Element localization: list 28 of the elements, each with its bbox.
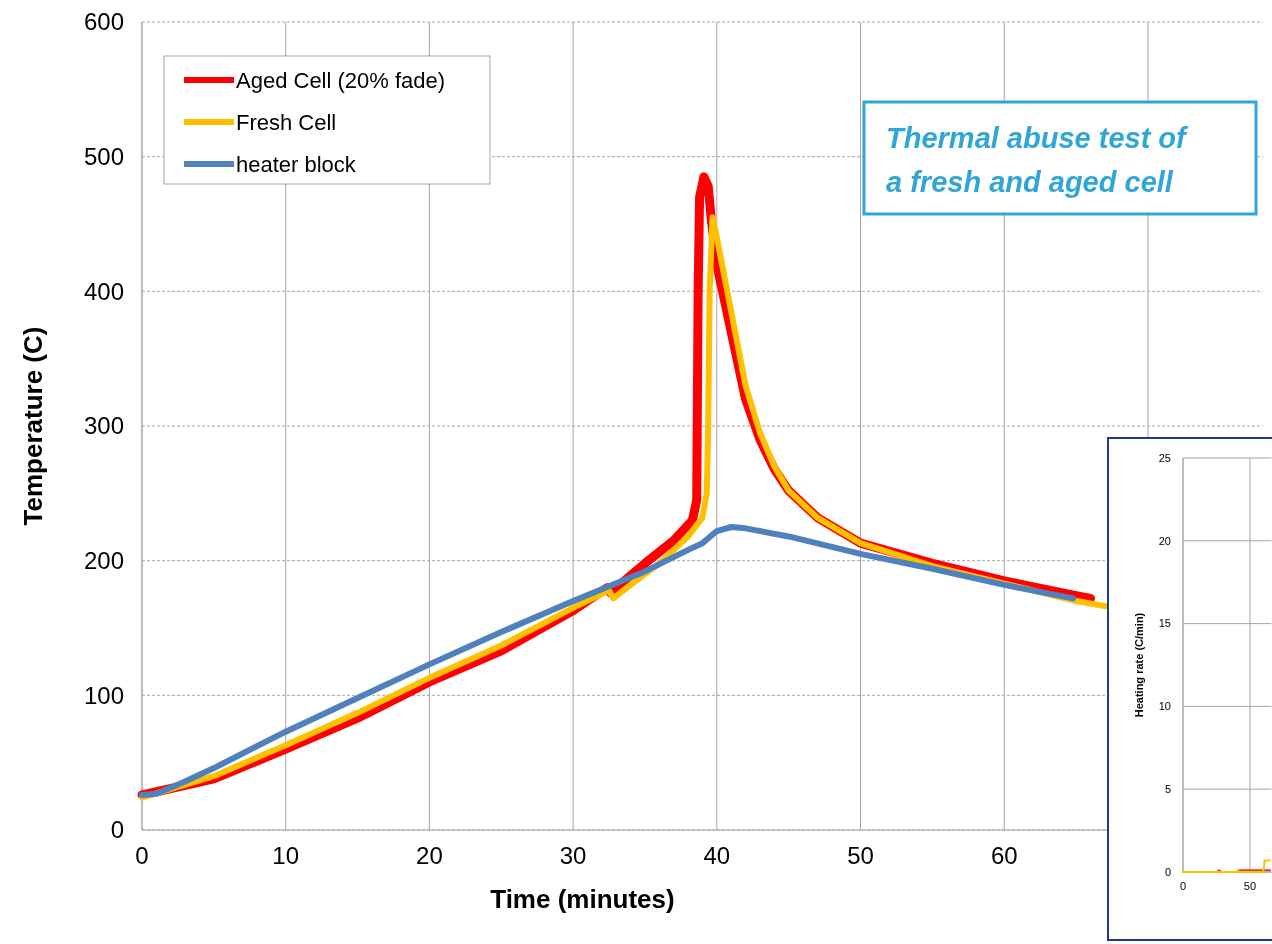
y-tick-label: 25 (1158, 451, 1171, 464)
y-axis-title: Temperature (C) (18, 326, 48, 526)
legend-label: heater block (236, 151, 357, 177)
x-tick-label: 40 (703, 842, 731, 869)
x-tick-label: 50 (1243, 880, 1257, 892)
y-tick-label: 10 (1158, 700, 1171, 713)
x-tick-label: 60 (990, 842, 1018, 869)
y-tick-label: 200 (83, 547, 124, 575)
y-tick-label: 100 (83, 681, 124, 709)
x-tick-label: 50 (847, 842, 874, 869)
legend-label: Aged Cell (20% fade) (236, 67, 446, 93)
y-tick-label: 0 (110, 816, 124, 844)
x-tick-label: 10 (272, 842, 300, 869)
y-tick-label: 400 (83, 277, 124, 305)
y-tick-label: 300 (83, 412, 124, 440)
legend-label: Fresh Cell (236, 109, 337, 135)
y-tick-label: 15 (1158, 617, 1171, 630)
y-tick-label: 600 (83, 8, 124, 36)
annotation: Thermal abuse test of a fresh and aged cell (886, 122, 1190, 198)
x-tick-label: 0 (135, 842, 149, 869)
y-tick-label: 500 (83, 143, 124, 171)
x-axis-title: Time (minutes) (490, 884, 675, 914)
y-tick-label: 20 (1158, 534, 1171, 547)
y-tick-label: 5 (1164, 783, 1171, 796)
y-tick-label: 0 (1164, 865, 1171, 878)
x-tick-label: 20 (416, 842, 443, 869)
x-tick-label: 30 (559, 842, 587, 869)
y-axis-title: Heating rate (C/min) (1133, 612, 1145, 718)
